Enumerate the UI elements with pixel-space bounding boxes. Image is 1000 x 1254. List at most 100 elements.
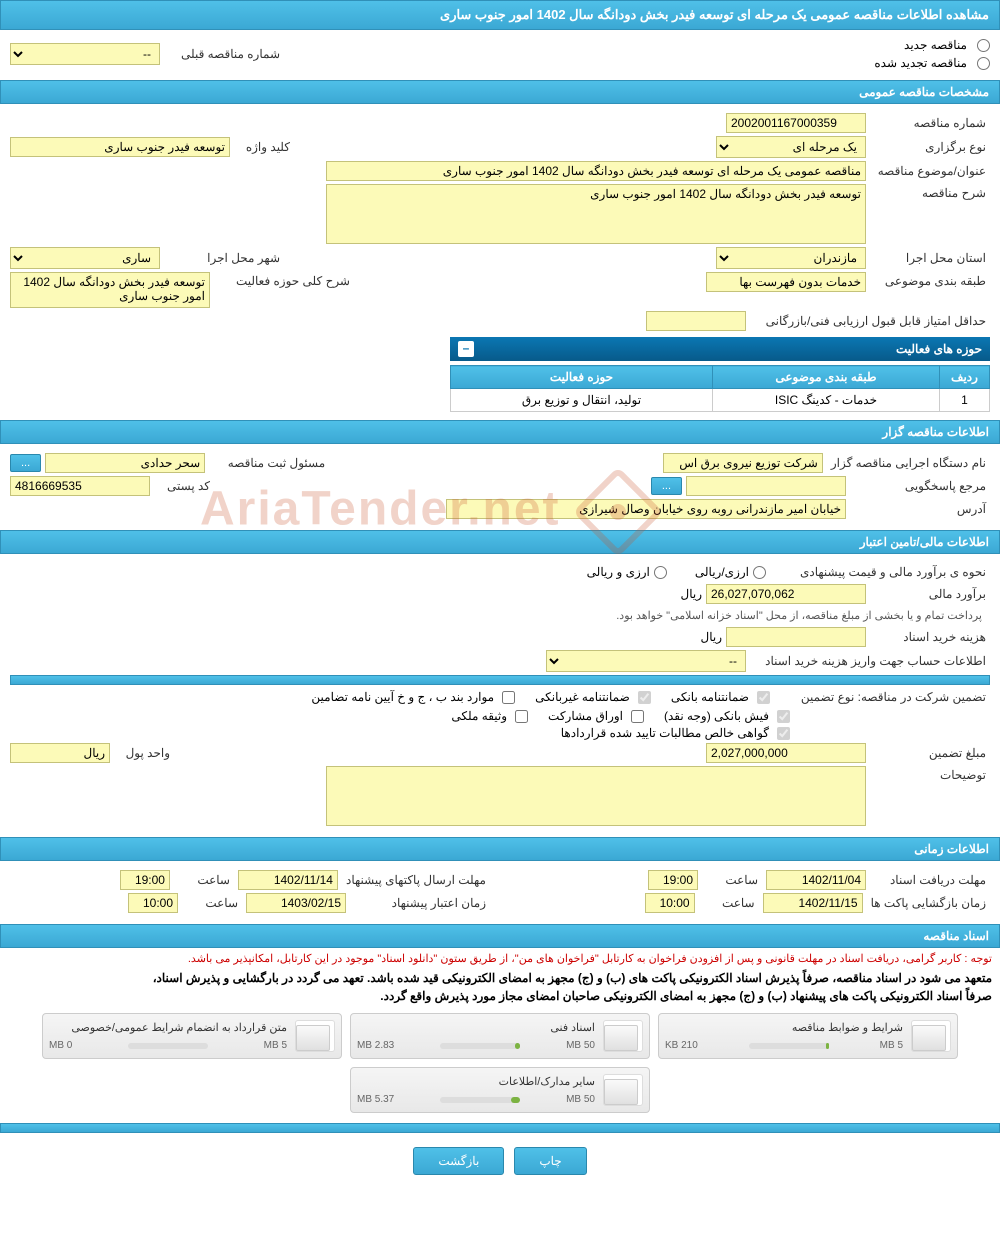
category-label: طبقه بندی موضوعی — [870, 272, 990, 290]
open-date-input[interactable] — [763, 893, 863, 913]
receive-deadline-input[interactable] — [766, 870, 866, 890]
account-label: اطلاعات حساب جهت واریز هزینه خرید اسناد — [750, 652, 990, 670]
doc-progress — [749, 1043, 829, 1049]
cb-bank-guarantee[interactable] — [757, 691, 770, 704]
section-organizer: اطلاعات مناقصه گزار — [0, 420, 1000, 444]
exec-label: نام دستگاه اجرایی مناقصه گزار — [827, 454, 990, 472]
registrar-more-button[interactable]: ... — [10, 454, 41, 472]
estimate-unit: ریال — [680, 587, 702, 601]
scope-label: شرح کلی حوزه فعالیت — [214, 272, 354, 290]
doc-info: اسناد فنی50 MB2.83 MB — [357, 1021, 595, 1051]
doc-info: متن قرارداد به انضمام شرایط عمومی/خصوصی5… — [49, 1021, 287, 1051]
desc-textarea[interactable] — [326, 184, 866, 244]
activity-title: حوزه های فعالیت — [896, 342, 982, 356]
tender-no-input[interactable] — [726, 113, 866, 133]
doc-box[interactable]: اسناد فنی50 MB2.83 MB — [350, 1013, 650, 1059]
print-button[interactable]: چاپ — [514, 1147, 586, 1175]
desc-label: شرح مناقصه — [870, 184, 990, 202]
col-row: ردیف — [940, 366, 990, 389]
cb-nonbank-guarantee[interactable] — [638, 691, 651, 704]
open-time-input[interactable] — [645, 893, 695, 913]
doc-info: شرایط و ضوابط مناقصه5 MB210 KB — [665, 1021, 903, 1051]
note-red: توجه : کاربر گرامی، دریافت اسناد در مهلت… — [0, 948, 1000, 969]
send-deadline-input[interactable] — [238, 870, 338, 890]
doc-cost-input[interactable] — [726, 627, 866, 647]
doc-cost-label: هزینه خرید اسناد — [870, 628, 990, 646]
guarantee-amount-input[interactable] — [706, 743, 866, 763]
col-scope: حوزه فعالیت — [451, 366, 713, 389]
cb-net-cert[interactable] — [777, 727, 790, 740]
open-time-label: ساعت — [699, 894, 759, 912]
doc-box[interactable]: سایر مدارک/اطلاعات50 MB5.37 MB — [350, 1067, 650, 1113]
activity-table: ردیف طبقه بندی موضوعی حوزه فعالیت 1خدمات… — [450, 365, 990, 412]
cb-bank-guarantee-label: ضمانتنامه بانکی — [671, 690, 749, 704]
currency-unit-input[interactable] — [10, 743, 110, 763]
doc-info: سایر مدارک/اطلاعات50 MB5.37 MB — [357, 1075, 595, 1105]
validity-label: زمان اعتبار پیشنهاد — [350, 894, 490, 912]
cb-nonbank-guarantee-label: ضمانتنامه غیربانکی — [535, 690, 630, 704]
receive-time-label: ساعت — [702, 871, 762, 889]
postal-label: کد پستی — [154, 477, 214, 495]
doc-used: 0 MB — [49, 1040, 72, 1051]
cb-bank-receipt[interactable] — [777, 710, 790, 723]
type-select[interactable]: یک مرحله ای — [716, 136, 866, 158]
doc-box[interactable]: متن قرارداد به انضمام شرایط عمومی/خصوصی5… — [42, 1013, 342, 1059]
doc-progress — [440, 1043, 520, 1049]
validity-date-input[interactable] — [246, 893, 346, 913]
radio-currency[interactable] — [654, 566, 667, 579]
minimize-icon[interactable]: – — [458, 341, 474, 357]
validity-time-input[interactable] — [128, 893, 178, 913]
doc-cost-unit: ریال — [700, 630, 722, 644]
postal-input[interactable] — [10, 476, 150, 496]
keyword-input[interactable] — [10, 137, 230, 157]
estimate-input[interactable] — [706, 584, 866, 604]
documents-block: توجه : کاربر گرامی، دریافت اسناد در مهلت… — [0, 948, 1000, 1187]
province-select[interactable]: مازندران — [716, 247, 866, 269]
account-select[interactable]: -- — [546, 650, 746, 672]
cb-bonds[interactable] — [631, 710, 644, 723]
min-score-input[interactable] — [646, 311, 746, 331]
registrar-input[interactable] — [45, 453, 205, 473]
method-label: نحوه ی برآورد مالی و قیمت پیشنهادی — [770, 563, 990, 581]
doc-title: شرایط و ضوابط مناقصه — [665, 1021, 903, 1034]
responder-input[interactable] — [686, 476, 846, 496]
prev-tender-select[interactable]: -- — [10, 43, 160, 65]
radio-renewed-tender[interactable] — [977, 57, 990, 70]
cell-category: خدمات - کدینگ ISIC — [712, 389, 939, 412]
guarantee-label: تضمین شرکت در مناقصه: نوع تضمین — [790, 688, 990, 706]
address-input[interactable] — [446, 499, 846, 519]
timing-block: مهلت دریافت اسناد ساعت زمان بازگشایی پاک… — [0, 861, 1000, 922]
note-bold-2: صرفاً اسناد الکترونیکی پاکت های پیشنهاد … — [0, 987, 1000, 1005]
section-general: مشخصات مناقصه عمومی — [0, 80, 1000, 104]
organizer-block: نام دستگاه اجرایی مناقصه گزار مسئول ثبت … — [0, 444, 1000, 528]
doc-progress — [440, 1097, 520, 1103]
subject-input[interactable] — [326, 161, 866, 181]
send-time-input[interactable] — [120, 870, 170, 890]
receive-time-input[interactable] — [648, 870, 698, 890]
send-time-label: ساعت — [174, 871, 234, 889]
radio-new-tender[interactable] — [977, 39, 990, 52]
cb-bylaw[interactable] — [502, 691, 515, 704]
scope-textarea[interactable] — [10, 272, 210, 308]
city-label: شهر محل اجرا — [164, 249, 284, 267]
radio-rial[interactable] — [753, 566, 766, 579]
exec-input[interactable] — [663, 453, 823, 473]
divider-bottom — [0, 1123, 1000, 1133]
doc-max: 5 MB — [264, 1040, 287, 1051]
treasury-note: پرداخت تمام و یا بخشی از مبلغ مناقصه، از… — [10, 607, 990, 624]
notes-textarea[interactable] — [326, 766, 866, 826]
doc-title: اسناد فنی — [357, 1021, 595, 1034]
table-row: 1خدمات - کدینگ ISICتولید، انتقال و توزیع… — [451, 389, 990, 412]
back-button[interactable]: بازگشت — [413, 1147, 504, 1175]
city-select[interactable]: ساری — [10, 247, 160, 269]
tender-no-label: شماره مناقصه — [870, 114, 990, 132]
validity-time-label: ساعت — [182, 894, 242, 912]
radio-new-label: مناقصه جدید — [904, 38, 967, 52]
responder-more-button[interactable]: ... — [651, 477, 682, 495]
doc-max: 50 MB — [566, 1040, 595, 1051]
doc-box[interactable]: شرایط و ضوابط مناقصه5 MB210 KB — [658, 1013, 958, 1059]
cb-property[interactable] — [515, 710, 528, 723]
folder-icon — [295, 1020, 335, 1052]
cell-scope: تولید، انتقال و توزیع برق — [451, 389, 713, 412]
category-input[interactable] — [706, 272, 866, 292]
